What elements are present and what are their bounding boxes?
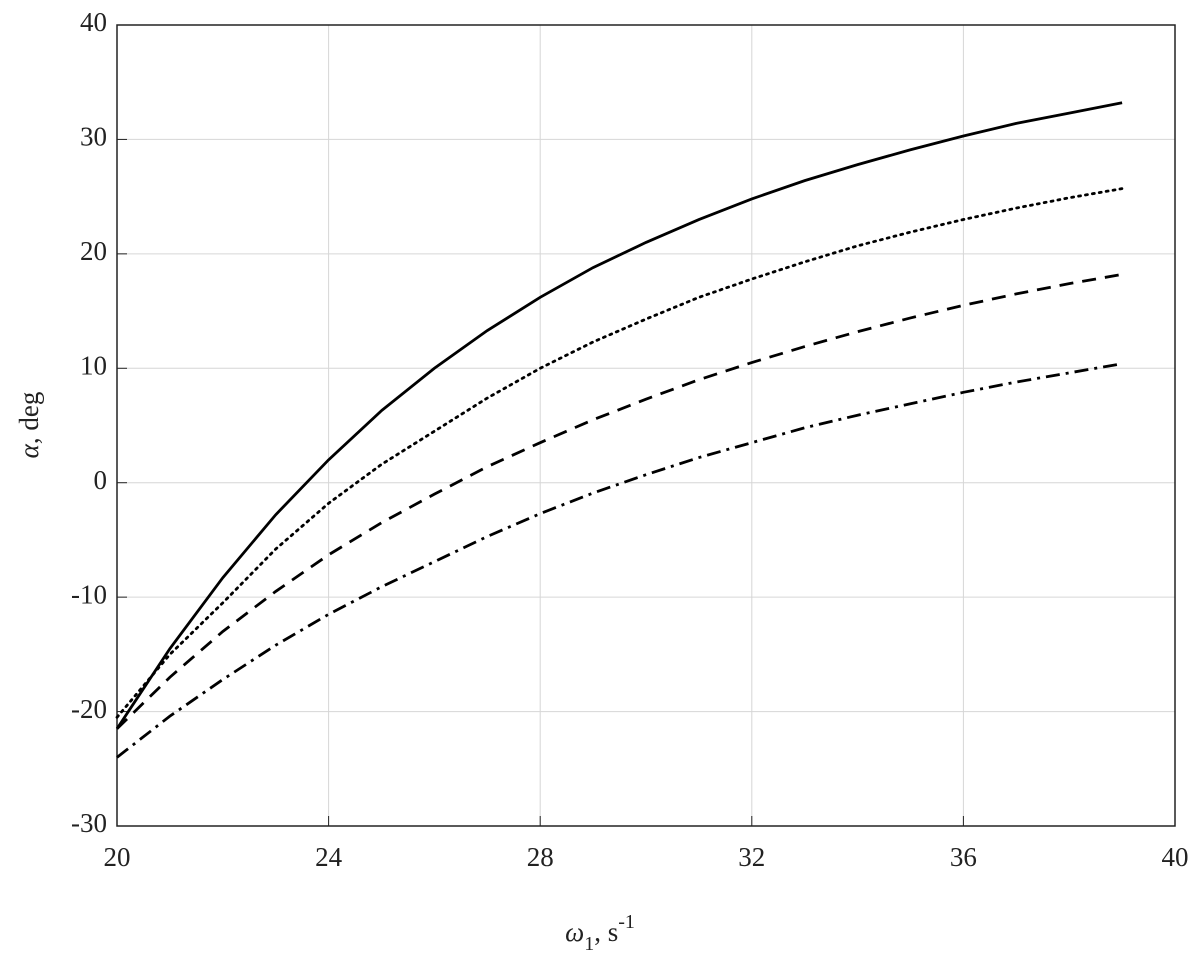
x-tick-label: 20 (104, 842, 131, 872)
x-axis-label: ω1, s-1 (565, 911, 635, 955)
x-label-superscript: -1 (618, 911, 635, 933)
y-tick-label: 20 (80, 236, 107, 266)
data-line (116, 273, 1123, 730)
plot-frame (116, 24, 1176, 827)
y-tick-label: 30 (80, 122, 107, 152)
y-tick-label: -20 (71, 694, 107, 724)
data-line (116, 362, 1123, 759)
x-tick-label: 40 (1162, 842, 1189, 872)
x-tick-label: 28 (527, 842, 554, 872)
y-tick-label: -30 (71, 808, 107, 838)
data-line (115, 101, 1123, 730)
x-tick-label: 36 (950, 842, 977, 872)
y-tick-label: 40 (80, 7, 107, 37)
x-tick-label: 24 (315, 842, 343, 872)
y-tick-label: 10 (80, 350, 107, 380)
x-label-unit: , s (594, 917, 618, 947)
data-line (115, 187, 1124, 719)
y-label-symbol: α (14, 443, 44, 458)
y-axis-label: α, deg (14, 392, 44, 459)
x-tick-label: 32 (738, 842, 765, 872)
y-tick-label: -10 (71, 579, 107, 609)
x-label-symbol: ω (565, 917, 584, 947)
x-label-subscript: 1 (584, 933, 594, 955)
y-tick-label: 0 (94, 465, 108, 495)
y-label-unit: , deg (14, 392, 44, 444)
